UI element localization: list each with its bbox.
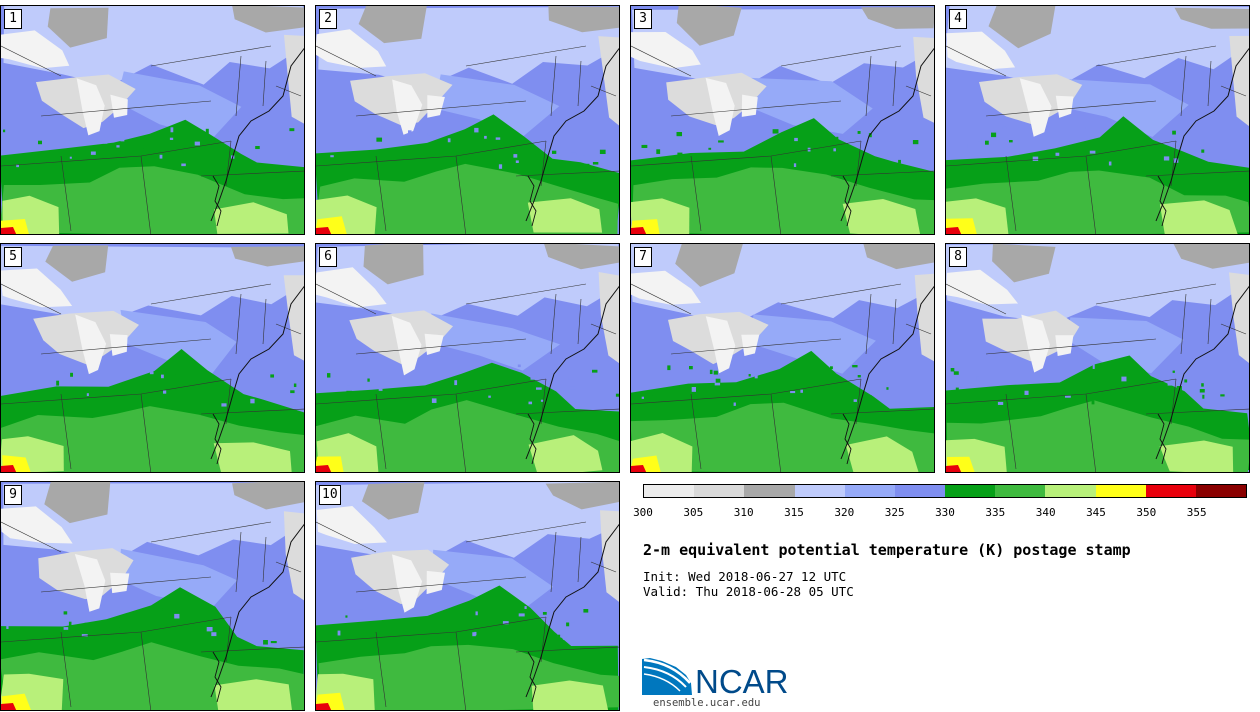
panel-number: 3: [634, 9, 652, 29]
panel-number: 6: [319, 247, 337, 267]
map-panel-3: 3: [630, 5, 935, 235]
colorbar: [643, 484, 1247, 498]
map-field: [316, 482, 619, 710]
colorbar-segment: [644, 485, 695, 497]
map-panel-7: 7: [630, 243, 935, 473]
map-panel-10: 10: [315, 481, 620, 711]
map-panel-2: 2: [315, 5, 620, 235]
colorbar-tick-label: 320: [834, 506, 855, 519]
colorbar-tick-label: 330: [935, 506, 955, 519]
colorbar-ticks: 300 305 310 315 320 325 330 335 340 345 350 355: [633, 506, 1247, 522]
ncar-logo-text: NCAR: [695, 663, 789, 697]
map-panel-1: 1: [0, 5, 305, 235]
panel-number: 5: [4, 247, 22, 267]
colorbar-tick-label: 310: [733, 506, 754, 519]
ncar-url: ensemble.ucar.edu: [653, 697, 761, 709]
map-panel-5: 5: [0, 243, 305, 473]
map-field: [316, 244, 619, 472]
ncar-logo: NCAR: [642, 658, 789, 697]
valid-time: Valid: Thu 2018-06-28 05 UTC: [643, 584, 854, 599]
panel-number: 9: [4, 485, 22, 505]
colorbar-tick-label: 325: [884, 506, 905, 519]
panel-number: 10: [319, 485, 341, 505]
colorbar-segment: [894, 485, 946, 497]
colorbar-tick-label: 350: [1136, 506, 1157, 519]
panel-number: 1: [4, 9, 22, 29]
colorbar-tick-label: 340: [1035, 506, 1056, 519]
panel-number: 2: [319, 9, 337, 29]
map-field: [631, 6, 934, 234]
panel-number: 7: [634, 247, 652, 267]
panel-number: 8: [949, 247, 967, 267]
colorbar-segment: [1195, 485, 1247, 497]
colorbar-segment: [794, 485, 845, 497]
plot-title: 2-m equivalent potential temperature (K)…: [643, 541, 1131, 559]
colorbar-segment: [1045, 485, 1096, 497]
colorbar-tick-label: 300: [633, 506, 653, 519]
map-field: [631, 244, 934, 472]
colorbar-segment: [694, 485, 745, 497]
colorbar-tick-label: 355: [1186, 506, 1207, 519]
colorbar-tick-label: 305: [683, 506, 704, 519]
map-field: [946, 6, 1249, 234]
colorbar-segment: [995, 485, 1046, 497]
colorbar-segment: [744, 485, 795, 497]
map-field: [316, 6, 619, 234]
init-time: Init: Wed 2018-06-27 12 UTC: [643, 569, 847, 584]
map-field: [1, 6, 304, 234]
colorbar-segment: [1095, 485, 1146, 497]
colorbar-segment: [844, 485, 895, 497]
map-field: [1, 244, 304, 472]
map-panel-6: 6: [315, 243, 620, 473]
colorbar-tick-label: 335: [985, 506, 1006, 519]
colorbar-segment: [945, 485, 996, 497]
panel-number: 4: [949, 9, 967, 29]
colorbar-tick-label: 345: [1086, 506, 1106, 519]
map-field: [946, 244, 1249, 472]
colorbar-tick-label: 315: [784, 506, 804, 519]
map-panel-8: 8: [945, 243, 1250, 473]
map-panel-9: 9: [0, 481, 305, 711]
map-panel-4: 4: [945, 5, 1250, 235]
colorbar-segment: [1145, 485, 1196, 497]
map-field: [1, 482, 304, 710]
